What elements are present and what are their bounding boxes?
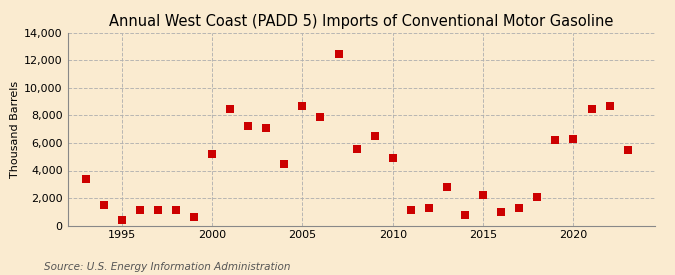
Text: Source: U.S. Energy Information Administration: Source: U.S. Energy Information Administ… — [44, 262, 290, 272]
Point — [315, 115, 326, 119]
Point — [568, 137, 579, 141]
Point — [495, 210, 506, 214]
Y-axis label: Thousand Barrels: Thousand Barrels — [10, 81, 20, 178]
Point — [369, 134, 380, 138]
Point — [423, 205, 434, 210]
Point — [207, 152, 217, 156]
Point — [514, 205, 524, 210]
Point — [333, 51, 344, 56]
Point — [99, 203, 109, 207]
Point — [261, 126, 271, 130]
Point — [153, 208, 163, 213]
Point — [441, 185, 452, 189]
Point — [279, 161, 290, 166]
Point — [171, 208, 182, 213]
Point — [116, 218, 127, 222]
Point — [604, 104, 615, 108]
Point — [351, 146, 362, 151]
Point — [188, 215, 199, 219]
Point — [297, 104, 308, 108]
Point — [80, 177, 91, 181]
Point — [406, 208, 416, 213]
Point — [532, 194, 543, 199]
Point — [550, 138, 561, 142]
Title: Annual West Coast (PADD 5) Imports of Conventional Motor Gasoline: Annual West Coast (PADD 5) Imports of Co… — [109, 14, 614, 29]
Point — [134, 208, 145, 213]
Point — [387, 156, 398, 160]
Point — [586, 106, 597, 111]
Point — [243, 124, 254, 129]
Point — [225, 106, 236, 111]
Point — [622, 148, 633, 152]
Point — [460, 212, 470, 217]
Point — [478, 193, 489, 197]
